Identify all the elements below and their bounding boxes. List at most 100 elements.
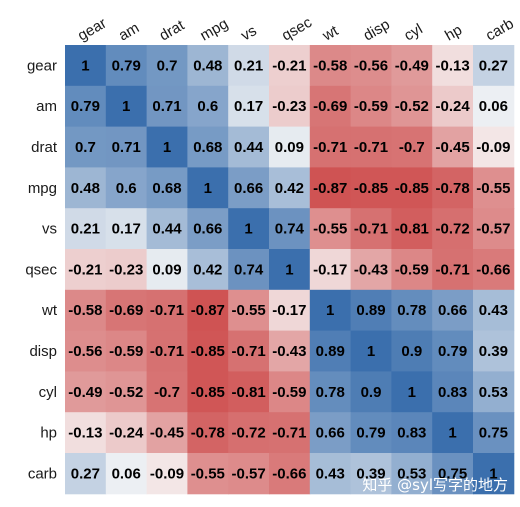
- column-tick-label: qsec: [279, 14, 315, 45]
- row-tick-label: carb: [28, 465, 57, 482]
- heatmap-cell: [105, 289, 148, 332]
- heatmap-cell: [187, 249, 229, 291]
- heatmap-cell-value: 0.79: [356, 425, 385, 442]
- heatmap-cell: [432, 453, 474, 495]
- row-tick-labels: gear am drat mpg vs qsec wt disp cyl hp carb: [25, 57, 58, 482]
- heatmap-cell-value: -0.23: [109, 261, 143, 278]
- heatmap-cell: [146, 289, 188, 332]
- heatmap-cells: [65, 45, 515, 495]
- heatmap-cell-value: 1: [122, 98, 130, 115]
- heatmap-cell: [146, 126, 188, 168]
- watermark: 知乎 @syl写字的地方: [362, 476, 508, 494]
- heatmap-cell-value: 0.6: [116, 180, 137, 197]
- heatmap-cell: [146, 330, 188, 372]
- heatmap-cell: [146, 167, 188, 209]
- heatmap-cell-value: -0.87: [313, 180, 347, 197]
- heatmap-cell-value: 0.27: [71, 465, 100, 482]
- heatmap-cell-value: 0.44: [152, 221, 182, 238]
- heatmap-cell-value: 0.71: [112, 139, 141, 156]
- heatmap-cell: [391, 167, 433, 209]
- heatmap-cell-value: -0.66: [476, 261, 510, 278]
- heatmap-cell: [65, 208, 107, 250]
- heatmap-cell: [228, 453, 270, 495]
- row-tick-label: vs: [42, 221, 57, 238]
- heatmap-cell: [228, 126, 270, 168]
- row-tick-label: wt: [41, 302, 58, 319]
- heatmap-cell-value: -0.71: [313, 139, 347, 156]
- heatmap-cell: [309, 330, 352, 372]
- heatmap-cell: [350, 85, 392, 128]
- heatmap-cell-value: -0.09: [150, 465, 184, 482]
- heatmap-cell: [309, 249, 352, 291]
- heatmap-cell: [228, 371, 270, 413]
- heatmap-cell: [391, 45, 433, 87]
- heatmap-cell: [65, 412, 107, 454]
- row-tick-label: am: [36, 98, 57, 115]
- heatmap-cell-value: 0.79: [71, 98, 100, 115]
- column-tick-label: drat: [157, 16, 189, 44]
- heatmap-cell: [146, 371, 188, 413]
- heatmap-cell-value: -0.55: [231, 302, 265, 319]
- heatmap-cell: [269, 412, 311, 454]
- heatmap-cell: [432, 412, 474, 454]
- heatmap-cell-value: -0.71: [354, 221, 388, 238]
- column-tick-label: cyl: [401, 21, 425, 45]
- heatmap-cell: [309, 45, 352, 87]
- heatmap-cell-value: 1: [81, 57, 89, 74]
- heatmap-cell: [473, 453, 515, 495]
- heatmap-cell-value: 0.7: [157, 57, 178, 74]
- heatmap-cell-value: -0.13: [435, 57, 469, 74]
- heatmap-cell-value: -0.71: [150, 343, 184, 360]
- heatmap-cell: [391, 126, 433, 168]
- row-tick-label: cyl: [39, 384, 57, 401]
- heatmap-cell: [228, 330, 270, 372]
- column-tick-label: wt: [319, 22, 342, 45]
- column-tick-label: vs: [238, 22, 259, 44]
- heatmap-cell: [146, 45, 188, 87]
- heatmap-cell: [309, 85, 352, 128]
- heatmap-cell: [309, 412, 352, 454]
- heatmap-cell-value: 1: [448, 425, 456, 442]
- heatmap-cell: [309, 289, 352, 332]
- heatmap-cell: [350, 126, 392, 168]
- heatmap-cell: [309, 167, 352, 209]
- heatmap-cell-value: 0.83: [397, 425, 426, 442]
- heatmap-cell: [65, 45, 107, 87]
- heatmap-cell: [187, 289, 229, 332]
- heatmap-cell: [228, 289, 270, 332]
- heatmap-cell: [65, 289, 107, 332]
- heatmap-cell-value: -0.52: [395, 98, 429, 115]
- heatmap-cell: [432, 208, 474, 250]
- heatmap-cell: [146, 249, 188, 291]
- heatmap-cell-value: -0.21: [68, 261, 102, 278]
- heatmap-cell-value: -0.43: [354, 261, 388, 278]
- heatmap-cell: [473, 371, 515, 413]
- heatmap-cell-value: -0.59: [109, 343, 143, 360]
- heatmap-cell: [432, 45, 474, 87]
- heatmap-cell: [269, 371, 311, 413]
- heatmap-cell: [269, 289, 311, 332]
- heatmap-cell: [105, 167, 148, 209]
- heatmap-cell: [350, 453, 392, 495]
- heatmap-cell: [187, 45, 229, 87]
- heatmap-cell-value: -0.57: [476, 221, 510, 238]
- heatmap-cell-value: -0.71: [150, 302, 184, 319]
- heatmap-cell-value: -0.72: [435, 221, 469, 238]
- heatmap-cell-value: -0.58: [313, 57, 347, 74]
- heatmap-cell-value: 0.68: [193, 139, 222, 156]
- heatmap-cell: [391, 412, 433, 454]
- column-tick-label: carb: [483, 15, 517, 44]
- row-tick-label: hp: [40, 425, 57, 442]
- heatmap-cell: [432, 249, 474, 291]
- heatmap-cell: [269, 249, 311, 291]
- heatmap-cell: [187, 330, 229, 372]
- heatmap-cell-value: 1: [326, 302, 334, 319]
- heatmap-cell: [105, 249, 148, 291]
- heatmap-cell-value: -0.59: [395, 261, 429, 278]
- heatmap-cell: [146, 453, 188, 495]
- heatmap-cell-value: 0.17: [234, 98, 263, 115]
- heatmap-cell: [309, 126, 352, 168]
- heatmap-cell: [350, 45, 392, 87]
- heatmap-cell-value: -0.71: [354, 139, 388, 156]
- heatmap-cell: [473, 126, 515, 168]
